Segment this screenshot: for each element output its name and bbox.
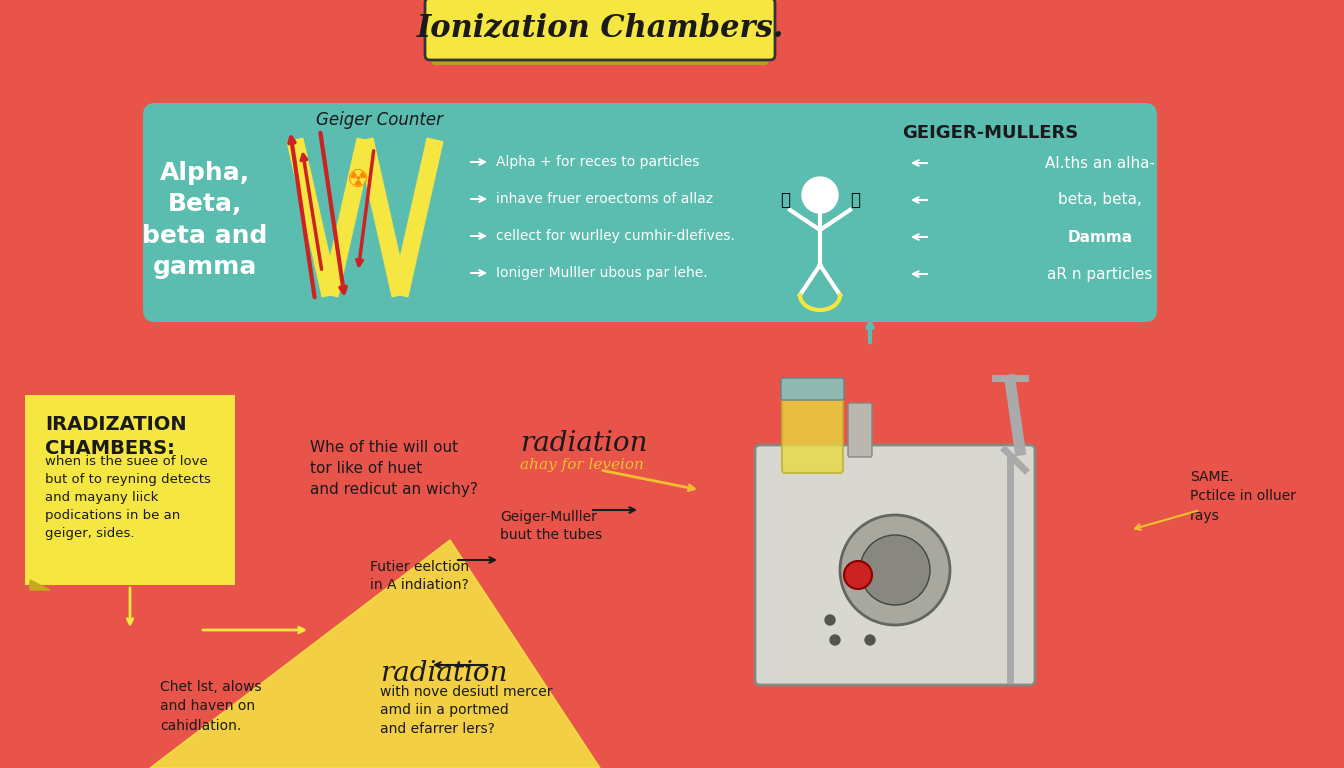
Text: radiation: radiation — [520, 430, 648, 457]
FancyBboxPatch shape — [26, 395, 235, 585]
Text: SAME.
Pctilce in olluer
rays: SAME. Pctilce in olluer rays — [1189, 470, 1296, 523]
Circle shape — [840, 515, 950, 625]
Text: Ionization Chambers.: Ionization Chambers. — [417, 12, 784, 44]
Circle shape — [831, 635, 840, 645]
Text: 🔥: 🔥 — [780, 191, 790, 209]
Text: beta, beta,: beta, beta, — [1058, 193, 1142, 207]
Text: with nove desiutl mercer
amd iin a portmed
and efarrer lers?: with nove desiutl mercer amd iin a portm… — [380, 685, 552, 736]
FancyBboxPatch shape — [425, 0, 775, 60]
Circle shape — [866, 635, 875, 645]
Circle shape — [825, 615, 835, 625]
Text: Alpha + for reces to particles: Alpha + for reces to particles — [496, 155, 699, 169]
Text: Al.ths an alha-: Al.ths an alha- — [1046, 155, 1154, 170]
FancyBboxPatch shape — [848, 403, 872, 457]
Text: Futier eelction
in A indiation?: Futier eelction in A indiation? — [370, 560, 469, 592]
Text: ✨: ✨ — [849, 191, 860, 209]
Text: Whe of thie will out
tor like of huet
and redicut an wichy?: Whe of thie will out tor like of huet an… — [310, 440, 478, 497]
Text: Geiger-Mulller
buut the tubes: Geiger-Mulller buut the tubes — [500, 510, 602, 542]
Text: ☢: ☢ — [347, 168, 370, 192]
Circle shape — [844, 561, 872, 589]
Text: when is the suee of love
but of to reyning detects
and mayany liick
podications : when is the suee of love but of to reyni… — [44, 455, 211, 540]
FancyBboxPatch shape — [431, 39, 767, 65]
Polygon shape — [288, 138, 337, 296]
Text: Damma: Damma — [1067, 230, 1133, 244]
Text: IRADIZATION
CHAMBERS:: IRADIZATION CHAMBERS: — [44, 415, 187, 458]
Text: Chet lst, alows
and haven on
cahidlation.: Chet lst, alows and haven on cahidlation… — [160, 680, 262, 733]
FancyBboxPatch shape — [781, 378, 844, 400]
FancyBboxPatch shape — [755, 445, 1035, 685]
Text: inhave fruer eroectoms of allaz: inhave fruer eroectoms of allaz — [496, 192, 714, 206]
Circle shape — [802, 177, 839, 213]
FancyBboxPatch shape — [142, 103, 1157, 322]
FancyBboxPatch shape — [782, 387, 843, 473]
Text: ahay for leveion: ahay for leveion — [520, 458, 644, 472]
Text: aR n particles: aR n particles — [1047, 266, 1153, 282]
Text: radiation: radiation — [380, 660, 508, 687]
Text: Ioniger Mulller ubous par lehe.: Ioniger Mulller ubous par lehe. — [496, 266, 708, 280]
Text: cellect for wurlley cumhir-dlefives.: cellect for wurlley cumhir-dlefives. — [496, 229, 735, 243]
Polygon shape — [151, 540, 599, 768]
Polygon shape — [323, 138, 372, 296]
Polygon shape — [30, 580, 50, 590]
Text: Alpha,
Beta,
beta and
gamma: Alpha, Beta, beta and gamma — [142, 161, 267, 280]
Polygon shape — [392, 138, 442, 296]
Text: Geiger Counter: Geiger Counter — [316, 111, 444, 129]
Text: GEIGER-MULLERS: GEIGER-MULLERS — [902, 124, 1078, 142]
Polygon shape — [358, 138, 407, 296]
Circle shape — [860, 535, 930, 605]
